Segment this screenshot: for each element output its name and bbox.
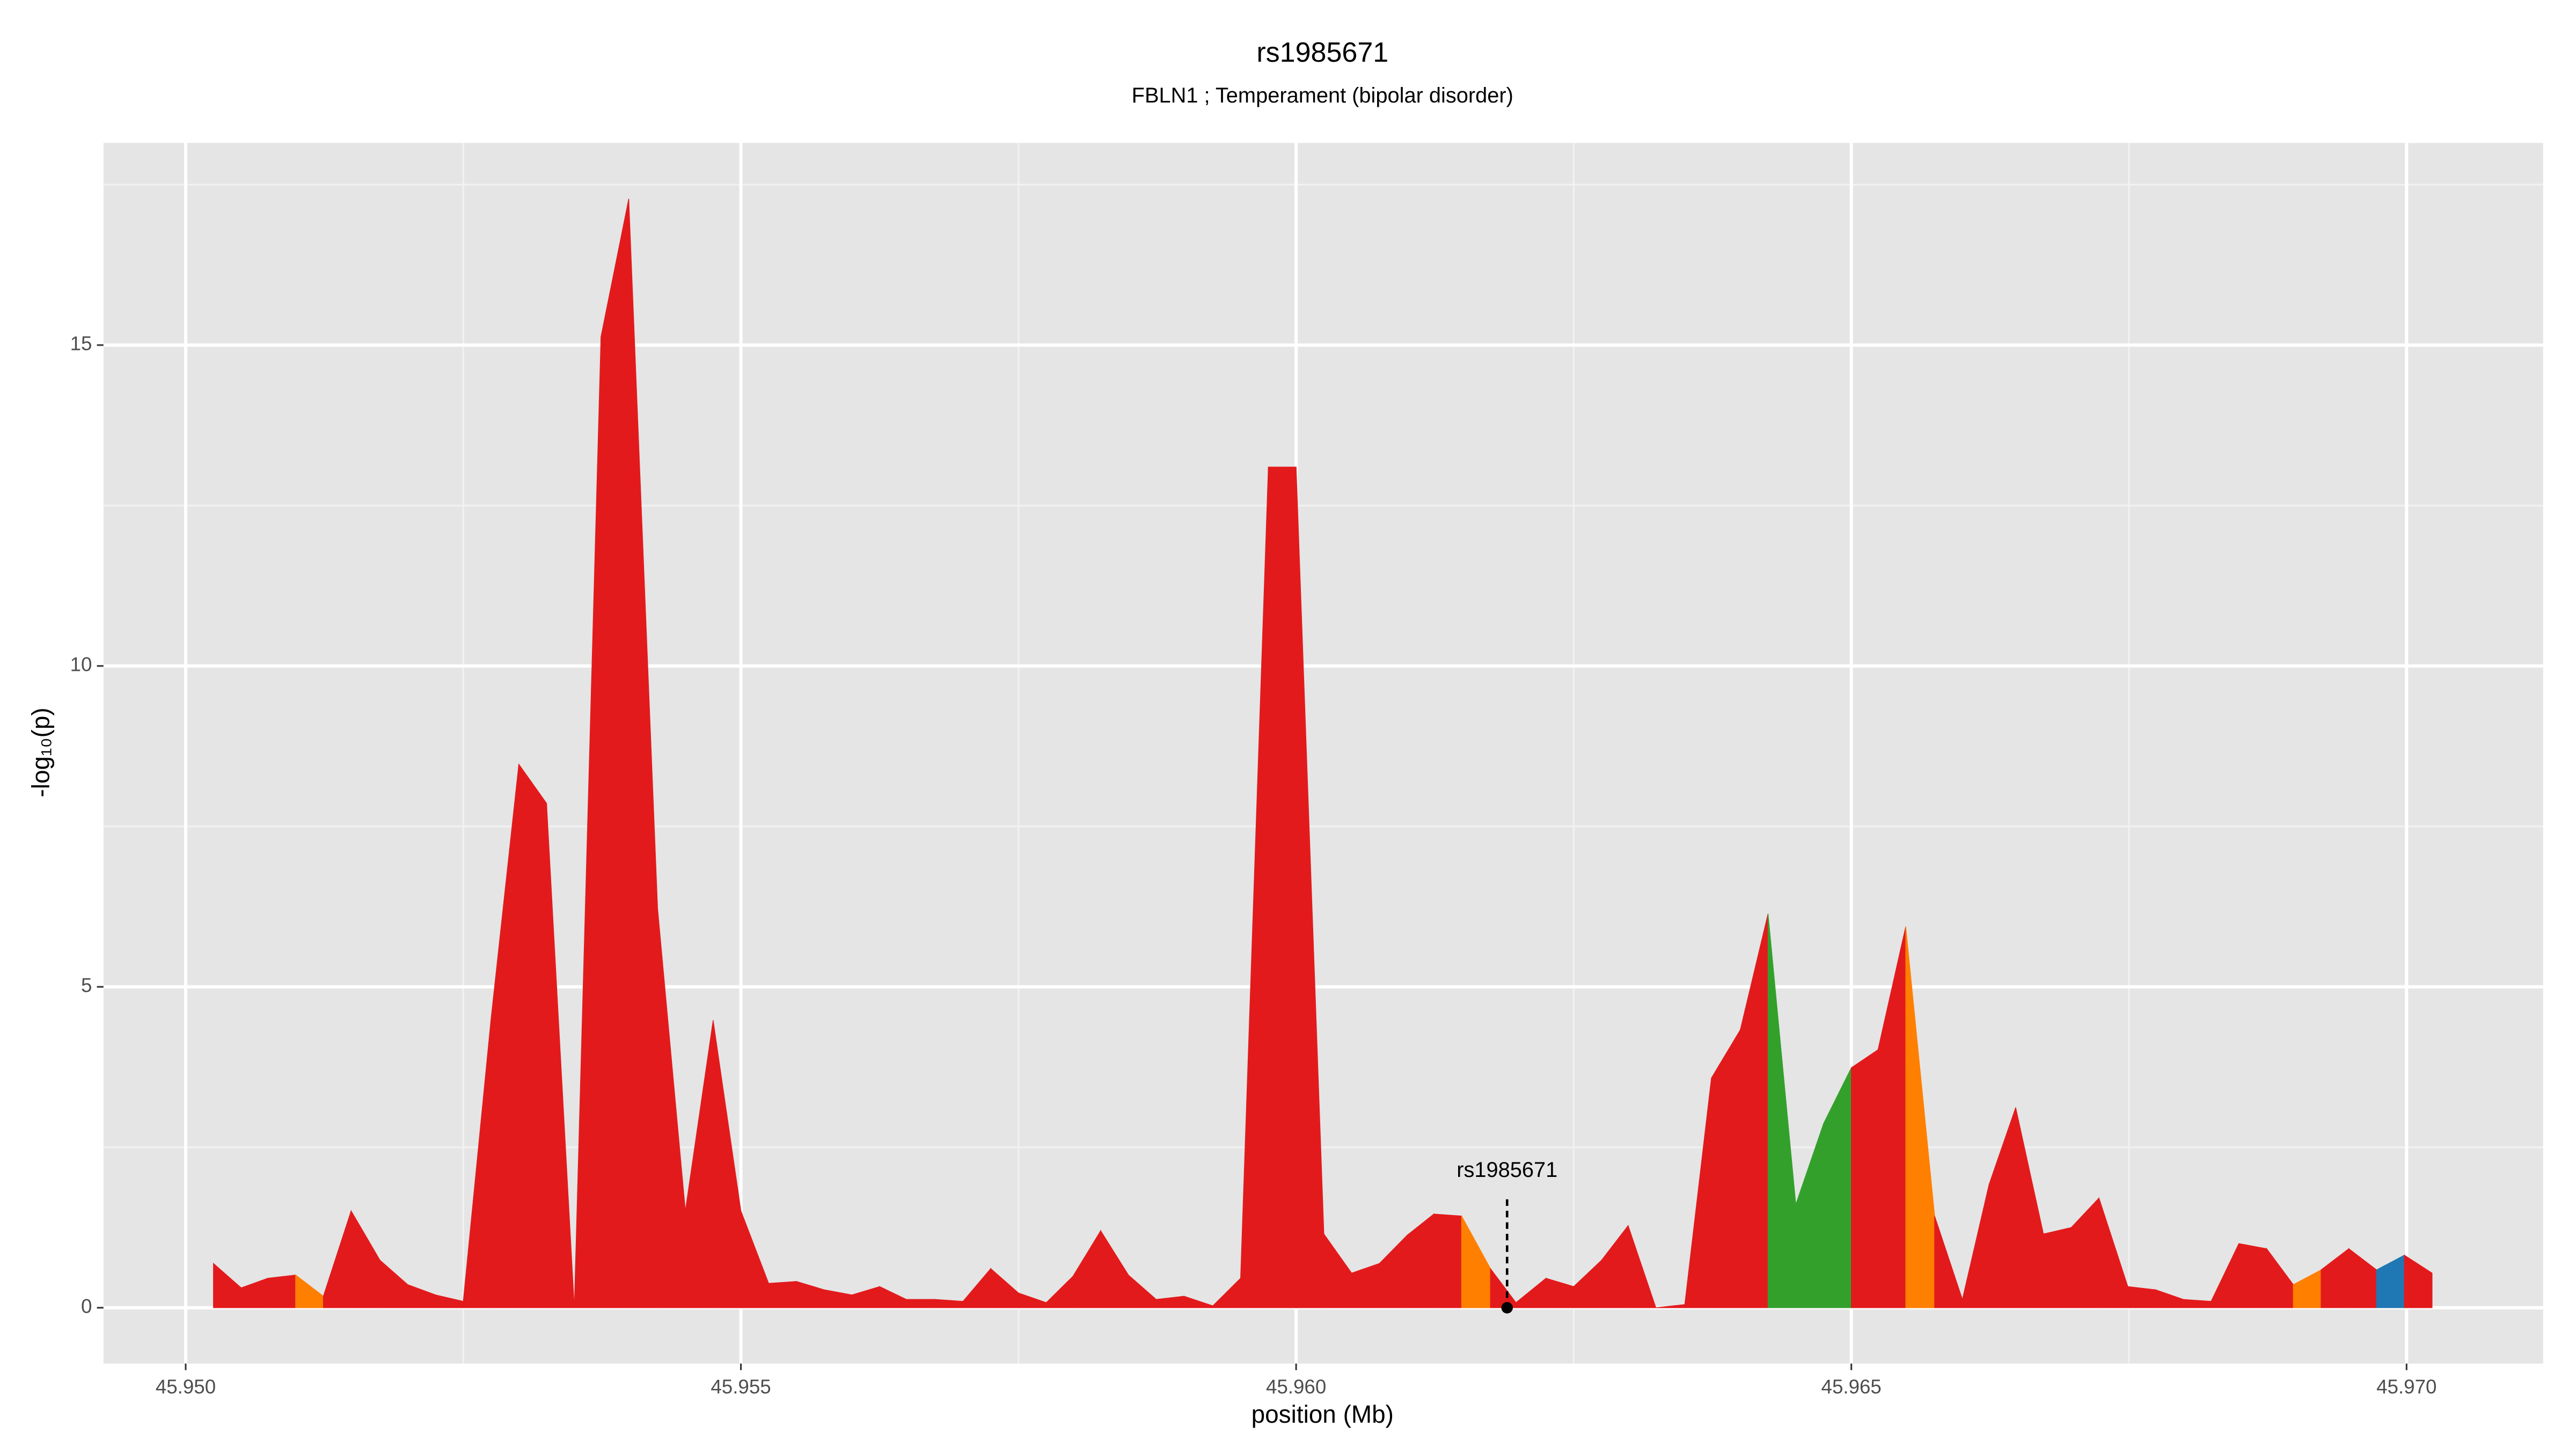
chart-subtitle: FBLN1 ; Temperament (bipolar disorder) xyxy=(1132,84,1513,107)
area-segment xyxy=(768,1281,797,1308)
area-segment xyxy=(2043,1227,2072,1308)
y-axis-label: -log₁₀(p) xyxy=(27,707,55,797)
area-segment xyxy=(546,803,575,1308)
x-tick-label: 45.960 xyxy=(1266,1375,1326,1397)
area-segment xyxy=(906,1299,936,1308)
area-segment xyxy=(1851,1049,1878,1308)
area-segment xyxy=(1433,1213,1462,1308)
marks xyxy=(213,199,2433,1308)
area-segment xyxy=(1628,1225,1657,1308)
y-tick-label: 5 xyxy=(81,975,92,997)
area-segment xyxy=(518,763,547,1308)
area-segment xyxy=(267,1275,296,1308)
chart-title: rs1985671 xyxy=(1256,37,1388,68)
area-segment xyxy=(601,199,630,1308)
x-axis-label: position (Mb) xyxy=(1252,1400,1394,1428)
x-tick-label: 45.965 xyxy=(1821,1375,1882,1397)
labels: 45.950 45.955 45.960 45.965 45.970 0 5 10 15 rs19… xyxy=(70,333,2437,1398)
area-segment xyxy=(2238,1243,2267,1308)
y-tick-label: 15 xyxy=(70,333,92,355)
area-segment xyxy=(2127,1286,2156,1308)
x-tick-label: 45.970 xyxy=(2376,1375,2436,1397)
x-tick-label: 45.950 xyxy=(156,1375,216,1397)
area-segment xyxy=(2404,1254,2433,1308)
plot-background xyxy=(103,143,2543,1364)
area-segment xyxy=(1711,1028,1741,1308)
area-segment xyxy=(1268,466,1297,1308)
annotation-label: rs1985671 xyxy=(1457,1158,1557,1182)
x-tick-label: 45.955 xyxy=(711,1375,771,1397)
y-tick-label: 10 xyxy=(70,654,92,676)
y-tick-label: 0 xyxy=(81,1295,92,1317)
annotation-point xyxy=(1501,1302,1513,1314)
